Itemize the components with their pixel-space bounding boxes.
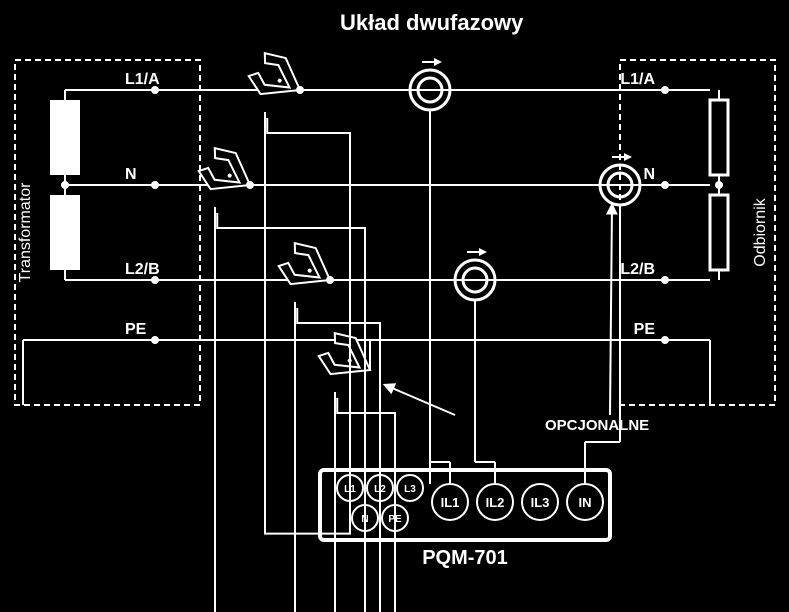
svg-text:N: N bbox=[643, 166, 655, 183]
svg-text:PE: PE bbox=[634, 321, 656, 338]
svg-text:Odbiornik: Odbiornik bbox=[752, 197, 769, 266]
svg-text:IL3: IL3 bbox=[531, 495, 550, 510]
svg-text:L1/A: L1/A bbox=[620, 71, 655, 88]
svg-text:Układ dwufazowy: Układ dwufazowy bbox=[340, 10, 524, 35]
svg-text:IL2: IL2 bbox=[486, 495, 505, 510]
svg-text:OPCJONALNE: OPCJONALNE bbox=[545, 417, 649, 434]
svg-text:IN: IN bbox=[579, 495, 592, 510]
svg-text:L1/A: L1/A bbox=[125, 71, 160, 88]
svg-text:L3: L3 bbox=[404, 484, 416, 495]
svg-text:PE: PE bbox=[125, 321, 147, 338]
svg-text:L2/B: L2/B bbox=[125, 261, 160, 278]
svg-text:N: N bbox=[125, 166, 137, 183]
svg-text:IL1: IL1 bbox=[441, 495, 460, 510]
svg-text:Transformator: Transformator bbox=[17, 182, 34, 283]
svg-text:PQM-701: PQM-701 bbox=[422, 547, 508, 569]
svg-text:L2/B: L2/B bbox=[620, 261, 655, 278]
